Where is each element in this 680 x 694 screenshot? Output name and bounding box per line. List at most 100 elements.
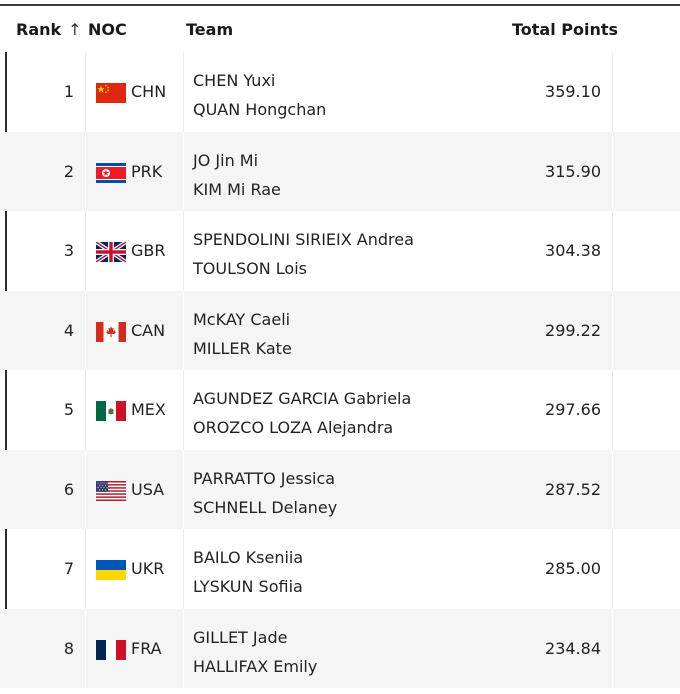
table-header: Rank ↑ NOC Team Total Points (0, 6, 680, 52)
column-divider (85, 131, 86, 211)
team-cell: SPENDOLINI SIRIEIX Andrea TOULSON Lois (193, 225, 414, 283)
athlete-name: OROZCO LOZA Alejandra (193, 418, 394, 437)
table-row: 6 USA PARRATTO Jessica SCHNELL Delaney 2… (0, 449, 680, 529)
athlete-name: SPENDOLINI SIRIEIX Andrea (193, 230, 414, 249)
athlete-name: McKAY Caeli (193, 309, 291, 329)
rank-cell: 2 (63, 161, 74, 181)
team-cell: AGUNDEZ GARCIA Gabriela OROZCO LOZA Alej… (193, 384, 411, 442)
athlete-name: MILLER Kate (193, 338, 292, 358)
total-points-column-header: Total Points (512, 20, 619, 39)
table-row: 8 FRA GILLET Jade HALLIFAX Emily 234.84 (0, 608, 680, 688)
total-points-cell: 234.84 (545, 638, 601, 658)
athlete-name: TOULSON Lois (193, 259, 307, 278)
column-divider (85, 529, 86, 609)
team-cell: PARRATTO Jessica SCHNELL Delaney (193, 464, 337, 522)
team-cell: CHEN Yuxi QUAN Hongchan (193, 66, 326, 124)
column-divider (85, 608, 86, 688)
column-divider (612, 529, 613, 609)
column-divider (612, 211, 613, 291)
row-accent-rule (5, 52, 7, 132)
team-cell: BAILO Kseniia LYSKUN Sofiia (193, 543, 303, 601)
rank-cell: 6 (63, 479, 74, 499)
china-flag-icon (96, 83, 126, 103)
column-divider (183, 290, 184, 370)
table-row: 2 PRK JO Jin Mi KIM Mi Rae 315.90 (0, 131, 680, 211)
column-divider (612, 131, 613, 211)
noc-column-header: NOC (88, 20, 127, 39)
total-points-cell: 285.00 (545, 559, 601, 578)
team-cell: McKAY Caeli MILLER Kate (193, 305, 292, 363)
table-row: 1 CHN CHEN Yuxi QUAN Hongchan 359.10 (0, 52, 680, 132)
france-flag-icon (96, 639, 126, 660)
team-column-header: Team (186, 20, 234, 39)
column-divider (183, 131, 184, 211)
table-body: 1 CHN CHEN Yuxi QUAN Hongchan 359.10 2 P… (0, 52, 680, 688)
mexico-flag-icon (96, 401, 126, 421)
column-divider (612, 52, 613, 132)
table-row: 5 MEX AGUNDEZ GARCIA Gabriela OROZCO LOZ… (0, 370, 680, 450)
athlete-name: LYSKUN Sofiia (193, 577, 303, 596)
column-divider (612, 608, 613, 688)
noc-code: UKR (131, 559, 165, 578)
column-divider (85, 449, 86, 529)
north-korea-flag-icon (96, 162, 126, 183)
rank-cell: 4 (63, 320, 74, 340)
column-divider (85, 370, 86, 450)
row-accent-rule (5, 211, 7, 291)
column-divider (183, 529, 184, 609)
team-cell: GILLET Jade HALLIFAX Emily (193, 623, 317, 681)
rank-header-label: Rank (16, 20, 62, 39)
canada-flag-icon (96, 321, 126, 342)
column-divider (612, 290, 613, 370)
athlete-name: SCHNELL Delaney (193, 497, 338, 517)
rank-cell: 8 (63, 638, 74, 658)
total-points-cell: 299.22 (545, 320, 601, 340)
athlete-name: QUAN Hongchan (193, 100, 327, 119)
athlete-name: PARRATTO Jessica (193, 468, 336, 488)
column-divider (183, 211, 184, 291)
athlete-name: HALLIFAX Emily (193, 656, 318, 676)
rank-cell: 1 (63, 82, 74, 101)
total-points-cell: 359.10 (545, 82, 601, 101)
column-divider (85, 211, 86, 291)
athlete-name: CHEN Yuxi (193, 71, 276, 90)
column-divider (183, 449, 184, 529)
noc-code: GBR (131, 241, 166, 260)
table-top-rule (0, 4, 680, 6)
column-divider (85, 290, 86, 370)
column-divider (612, 370, 613, 450)
noc-code: CAN (131, 320, 166, 340)
athlete-name: AGUNDEZ GARCIA Gabriela (193, 389, 412, 408)
noc-code: MEX (131, 400, 166, 419)
great-britain-flag-icon (96, 242, 126, 262)
athlete-name: GILLET Jade (193, 627, 288, 647)
athlete-name: JO Jin Mi (193, 150, 259, 170)
total-points-cell: 297.66 (545, 400, 601, 419)
total-points-cell: 315.90 (545, 161, 601, 181)
athlete-name: KIM Mi Rae (193, 179, 281, 199)
column-divider (612, 449, 613, 529)
column-divider (85, 52, 86, 132)
sort-ascending-icon[interactable]: ↑ (68, 20, 82, 39)
row-accent-rule (5, 370, 7, 450)
rank-column-header[interactable]: Rank ↑ (16, 20, 82, 39)
athlete-name: BAILO Kseniia (193, 548, 304, 567)
rank-cell: 3 (63, 241, 74, 260)
column-divider (183, 608, 184, 688)
noc-code: PRK (131, 161, 163, 181)
noc-code: USA (131, 479, 165, 499)
total-points-cell: 304.38 (545, 241, 601, 260)
noc-code: CHN (131, 82, 167, 101)
row-accent-rule (5, 529, 7, 609)
table-row: 3 GBR SPENDOLINI SIRIEIX Andrea TOULSON … (0, 211, 680, 291)
column-divider (183, 370, 184, 450)
team-cell: JO Jin Mi KIM Mi Rae (193, 146, 281, 204)
usa-flag-icon (96, 480, 126, 501)
ukraine-flag-icon (96, 560, 126, 580)
total-points-cell: 287.52 (545, 479, 601, 499)
rank-cell: 5 (63, 400, 74, 419)
rank-cell: 7 (63, 559, 74, 578)
column-divider (183, 52, 184, 132)
table-row: 7 UKR BAILO Kseniia LYSKUN Sofiia 285.00 (0, 529, 680, 609)
table-row: 4 CAN McKAY Caeli MILLER Kate 299.22 (0, 290, 680, 370)
